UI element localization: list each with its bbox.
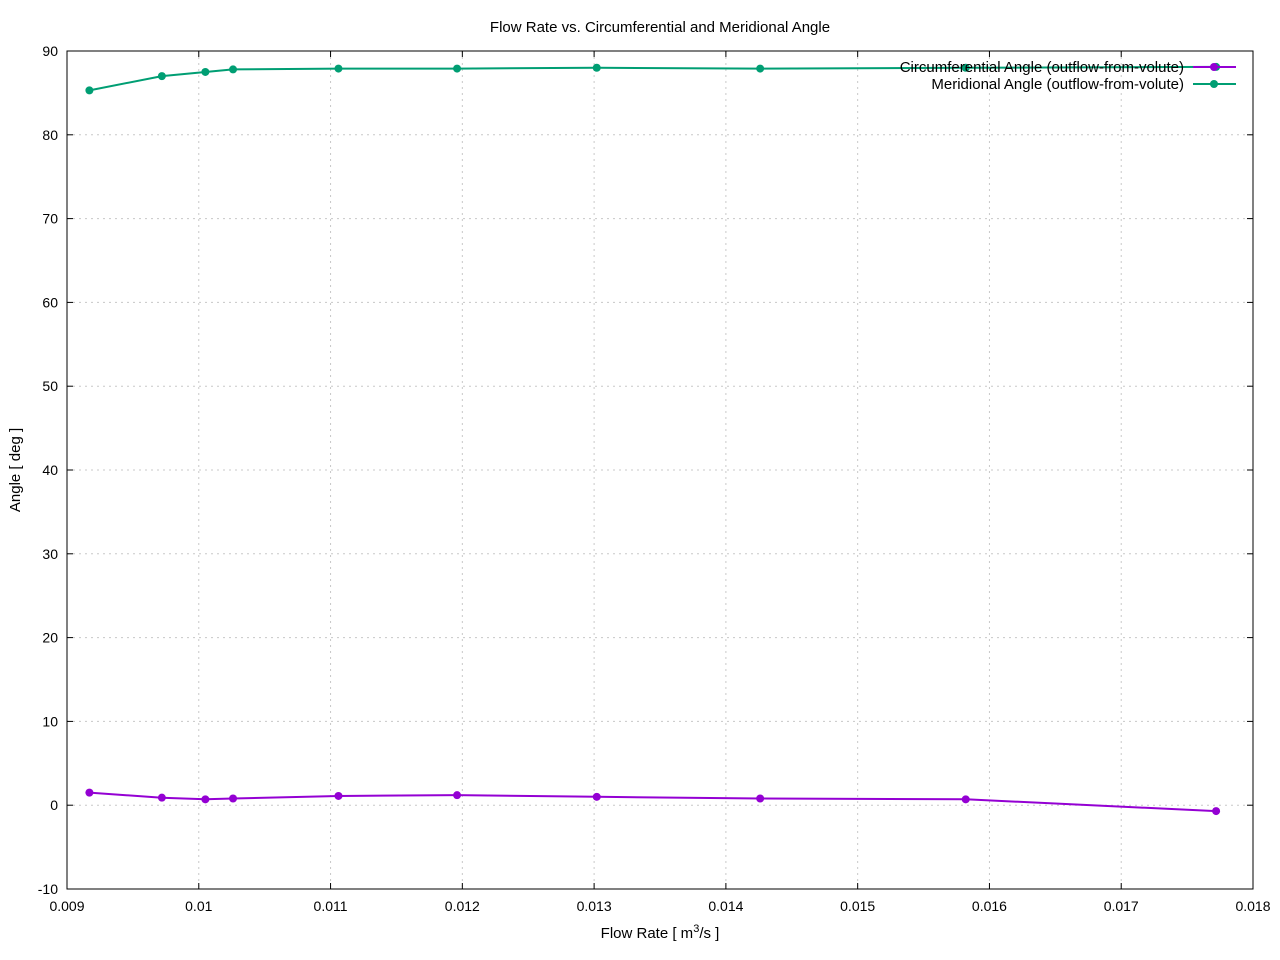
x-axis-label-superscript: 3 <box>693 923 699 935</box>
series-line-1 <box>89 65 1217 92</box>
legend-swatch-marker-1 <box>1210 80 1218 88</box>
x-tick-label: 0.013 <box>577 898 612 914</box>
x-tick-label: 0.016 <box>972 898 1007 914</box>
chart-title: Flow Rate vs. Circumferential and Meridi… <box>490 19 830 36</box>
y-tick-label: 30 <box>42 546 58 562</box>
legend-label-1: Meridional Angle (outflow-from-volute) <box>931 76 1184 93</box>
legend-label-0: Circumferential Angle (outflow-from-volu… <box>900 59 1184 76</box>
series-0-point <box>229 794 238 803</box>
y-tick-label: 50 <box>42 378 58 394</box>
x-tick-label: 0.017 <box>1104 898 1139 914</box>
series-0-point <box>201 795 210 804</box>
series-0-point <box>453 791 462 800</box>
series-line-0 <box>89 791 1217 813</box>
series-1-point <box>229 65 238 74</box>
series-0-point <box>756 794 765 803</box>
x-tick-label: 0.01 <box>185 898 212 914</box>
series-1-point <box>85 86 94 95</box>
x-tick-label: 0.012 <box>445 898 480 914</box>
y-tick-label: 20 <box>42 630 58 646</box>
series-0-point <box>961 795 970 804</box>
series-1-point <box>453 64 462 73</box>
series-0-point <box>157 793 166 802</box>
series-1-point <box>201 67 210 76</box>
grid-layer <box>67 51 1253 889</box>
x-tick-label: 0.014 <box>708 898 743 914</box>
y-tick-label: -10 <box>38 881 58 897</box>
series-0-point <box>334 791 343 800</box>
y-tick-label: 0 <box>50 797 58 813</box>
series-layer <box>85 62 1221 816</box>
tick-layer: 0.009 0.01 0.011 0.012 0.013 0.014 0.015 0.016 0… <box>38 43 1271 914</box>
y-axis-label: Angle [ deg ] <box>7 428 24 512</box>
series-1-point <box>756 64 765 73</box>
x-tick-label: 0.015 <box>840 898 875 914</box>
series-0-point <box>1212 807 1221 816</box>
x-axis-label-main: Flow Rate [ m <box>601 925 694 942</box>
x-axis-label: Flow Rate [ m3/s ] <box>601 923 720 942</box>
y-tick-label: 80 <box>42 127 58 143</box>
legend-swatch-marker-0 <box>1210 63 1218 71</box>
series-0-point <box>85 788 94 797</box>
x-tick-label: 0.009 <box>49 898 84 914</box>
y-tick-label: 60 <box>42 294 58 310</box>
y-tick-label: 70 <box>42 211 58 227</box>
series-1-point <box>157 72 166 81</box>
x-axis-label-tail: /s ] <box>699 925 719 942</box>
series-1-point <box>961 63 970 72</box>
x-tick-label: 0.018 <box>1235 898 1270 914</box>
series-1-point <box>592 63 601 72</box>
series-0-point <box>592 792 601 801</box>
x-tick-label: 0.011 <box>314 898 348 914</box>
y-tick-label: 10 <box>42 713 58 729</box>
y-tick-label: 90 <box>42 43 58 59</box>
series-1-point <box>334 64 343 73</box>
legend: Circumferential Angle (outflow-from-volu… <box>900 59 1236 93</box>
y-tick-label: 40 <box>42 462 58 478</box>
